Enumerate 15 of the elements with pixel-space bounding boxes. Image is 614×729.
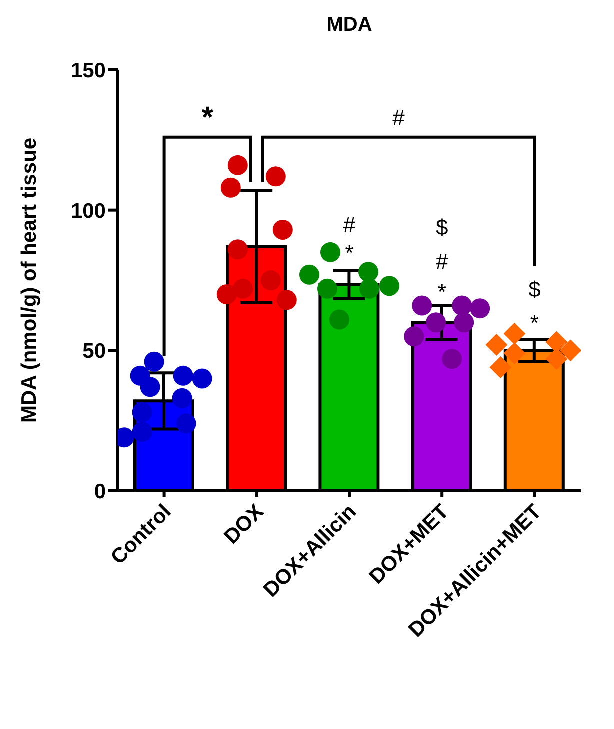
annotation: *	[345, 240, 354, 266]
annotation: *	[202, 101, 214, 134]
y-tick-label: 100	[70, 200, 106, 223]
y-tick-label: 0	[94, 480, 106, 504]
annotation: #	[392, 105, 406, 130]
annotation: *	[438, 280, 447, 305]
y-tick-label: 50	[82, 340, 106, 364]
annotation: *	[530, 310, 540, 336]
chart-title: MDA	[326, 14, 374, 37]
y-axis-title: MDA (nmol/g) of heart tissue	[18, 138, 41, 424]
annotation: $	[528, 276, 541, 302]
annotation: #	[343, 212, 356, 238]
annotation: $	[436, 215, 448, 240]
annotation: #	[436, 248, 449, 274]
y-tick-label: 150	[70, 59, 106, 82]
